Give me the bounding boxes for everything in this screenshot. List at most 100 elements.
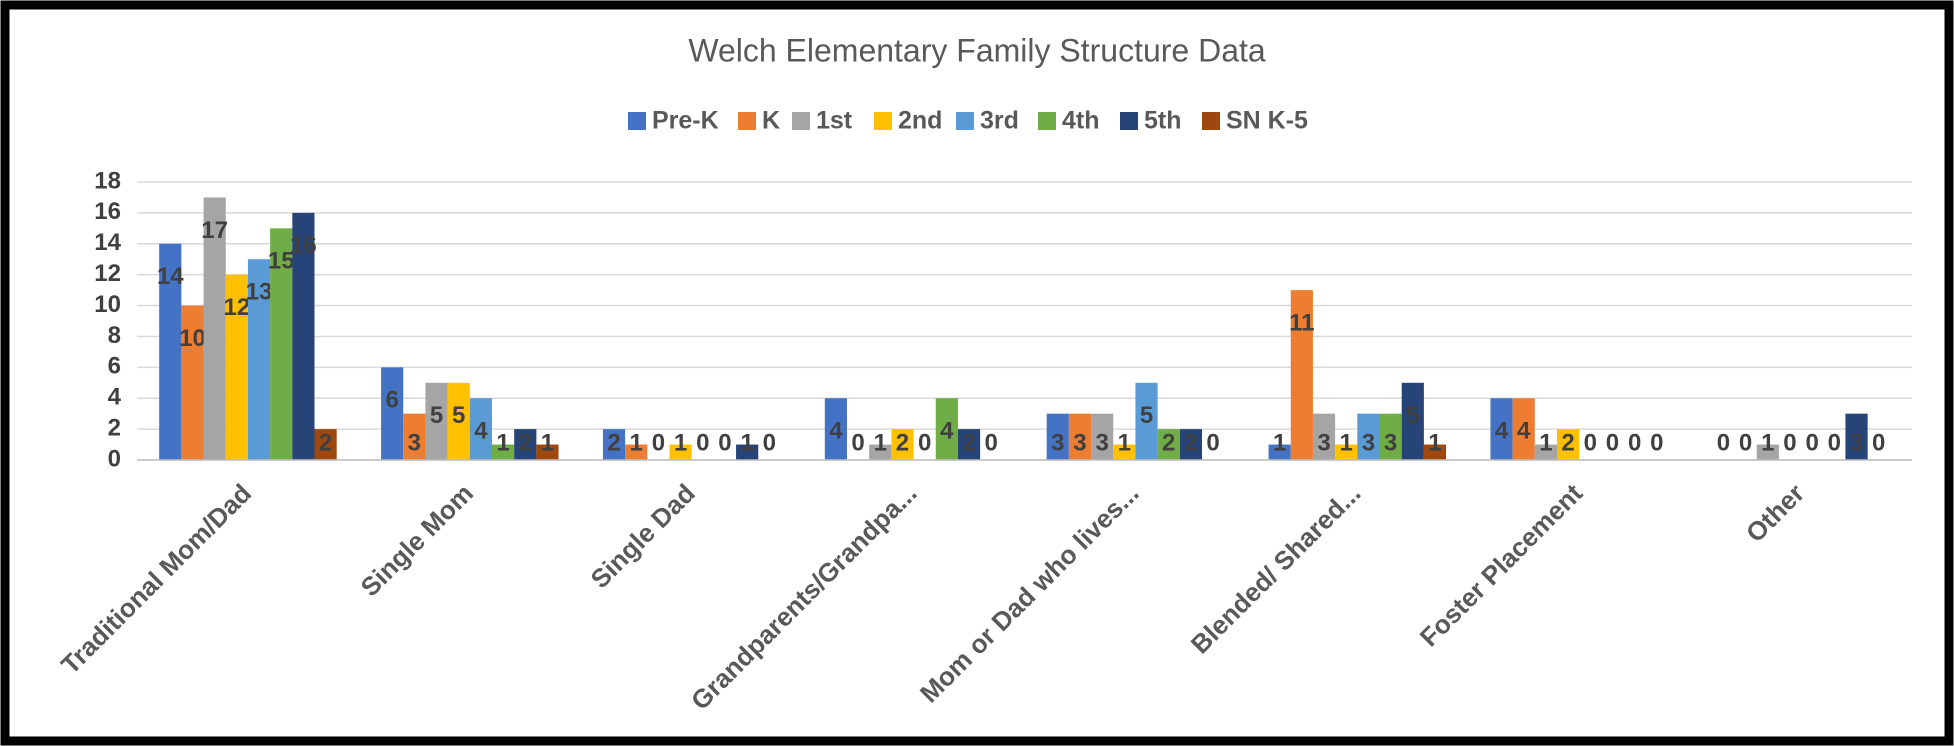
y-tick-label: 2 [108,414,121,441]
data-label: 5 [1140,402,1153,429]
legend-label: 1st [816,107,853,135]
data-label: 3 [1095,429,1108,456]
bar [447,382,470,460]
data-label: 0 [718,429,731,456]
data-label: 1 [1118,429,1131,456]
legend-label: SN K-5 [1226,107,1308,135]
bar [1268,444,1291,460]
data-label: 0 [1650,429,1663,456]
bar [514,429,537,460]
bar [1534,444,1557,460]
bar [1512,398,1535,460]
bar [1157,429,1180,460]
legend-label: 4th [1062,107,1100,135]
legend-swatch [1120,112,1138,130]
data-label: 1 [1273,429,1286,456]
y-tick-label: 18 [94,167,121,194]
y-tick-label: 14 [94,229,121,256]
data-label: 2 [1184,429,1197,456]
legend-swatch [874,112,892,130]
data-label: 4 [474,418,488,445]
data-label: 1 [630,429,643,456]
bar [1756,444,1779,460]
bar [736,444,759,460]
data-label: 0 [851,429,864,456]
bar [270,228,293,460]
data-label: 3 [1317,429,1330,456]
data-label: 6 [385,387,398,414]
data-label: 0 [1628,429,1641,456]
data-label: 4 [940,418,954,445]
bar [492,444,515,460]
bar [1335,444,1358,460]
data-label: 0 [1717,429,1730,456]
y-tick-label: 6 [108,353,121,380]
y-tick-label: 12 [94,260,121,287]
data-label: 15 [268,248,295,275]
data-label: 0 [1739,429,1752,456]
data-label: 0 [1828,429,1841,456]
data-label: 4 [1517,418,1531,445]
data-label: 13 [246,279,273,306]
data-label: 2 [607,429,620,456]
data-label: 12 [223,294,250,321]
data-label: 1 [496,429,509,456]
data-label: 1 [740,429,753,456]
bar [1312,413,1336,460]
y-tick-label: 4 [108,384,122,411]
data-label: 11 [1289,309,1314,336]
data-label: 2 [896,429,909,456]
data-label: 4 [1495,418,1509,445]
data-label: 1 [1428,429,1441,456]
data-label: 2 [1162,429,1175,456]
data-label: 4 [829,418,843,445]
legend-swatch [956,112,974,130]
data-label: 5 [430,402,443,429]
bar [1845,413,1868,460]
data-label: 10 [179,325,206,352]
bar [469,398,492,460]
data-label: 3 [1362,429,1375,456]
data-label: 0 [696,429,709,456]
bar [403,413,426,460]
data-label: 2 [962,429,975,456]
bar [957,429,981,460]
data-label: 0 [1805,429,1818,456]
bar [181,305,204,460]
data-label: 14 [157,263,184,290]
bar [247,259,271,460]
data-label: 3 [408,429,421,456]
legend-label: 2nd [898,107,942,135]
bar [1179,429,1202,460]
bar [292,212,315,460]
bar [159,243,182,460]
data-label: 3 [1073,429,1086,456]
bar [425,382,448,460]
legend-swatch [628,112,646,130]
legend-label: 3rd [980,107,1019,135]
data-label: 0 [1584,429,1597,456]
bar [669,444,692,460]
bar [625,444,648,460]
chart-title: Welch Elementary Family Structure Data [688,32,1266,68]
data-label: 0 [763,429,776,456]
legend-swatch [792,112,810,130]
bar [1490,398,1513,460]
bar [381,367,404,460]
bar [203,197,226,460]
y-tick-label: 8 [108,322,121,349]
bar [1423,444,1447,460]
data-label: 2 [1561,429,1574,456]
bar [314,429,337,460]
bar [1068,413,1092,460]
y-tick-label: 16 [94,198,121,225]
bar [1135,382,1158,460]
data-label: 0 [652,429,665,456]
bar [1290,290,1313,460]
bar [824,398,847,460]
legend-label: K [762,107,780,135]
data-label: 1 [1340,429,1353,456]
